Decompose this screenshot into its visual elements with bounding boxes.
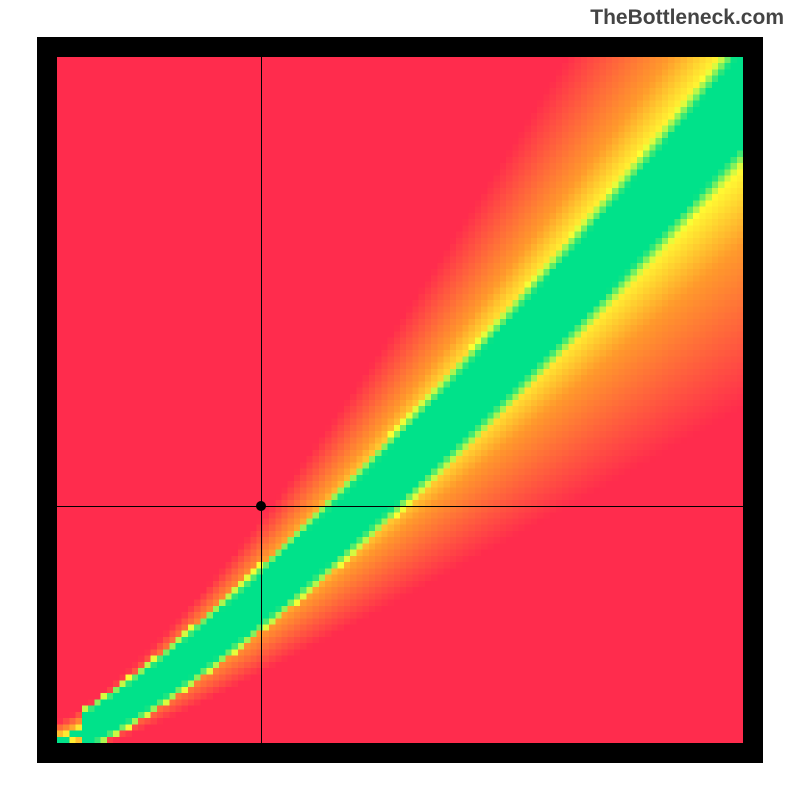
crosshair-vertical: [261, 57, 262, 743]
watermark: TheBottleneck.com: [590, 6, 784, 30]
bottleneck-heatmap: [57, 57, 743, 743]
chart-plot-area: [57, 57, 743, 743]
chart-outer-frame: [37, 37, 763, 763]
crosshair-marker: [256, 501, 266, 511]
crosshair-horizontal: [57, 506, 743, 507]
